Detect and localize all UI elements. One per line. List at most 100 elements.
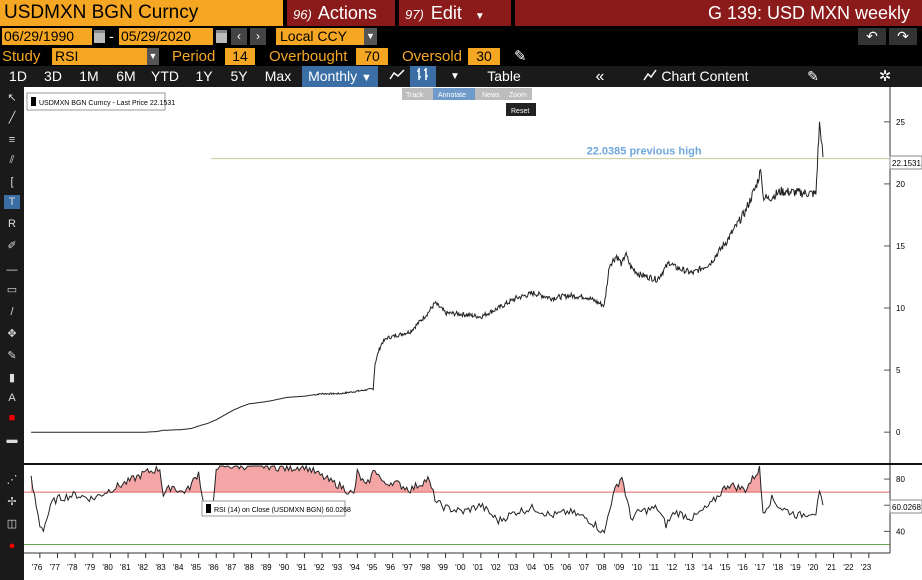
x-tick-label: '82 bbox=[138, 563, 149, 572]
chart-content-button[interactable]: Chart Content bbox=[636, 66, 756, 87]
x-tick-label: '00 bbox=[455, 563, 466, 572]
study-select[interactable]: RSI bbox=[52, 48, 147, 65]
x-tick-label: '23 bbox=[861, 563, 872, 572]
gear-icon[interactable]: ✲ bbox=[878, 68, 892, 85]
chart-content-label: Chart Content bbox=[661, 68, 749, 84]
range-5y[interactable]: 5Y bbox=[230, 68, 248, 84]
study-settings-bar: Study RSI ▼ Period 14 Overbought 70 Over… bbox=[0, 47, 922, 66]
calendar-icon[interactable] bbox=[216, 30, 227, 43]
x-tick-label: '02 bbox=[490, 563, 501, 572]
range-1m[interactable]: 1M bbox=[79, 68, 99, 84]
fibonacci-icon[interactable]: ≡ bbox=[8, 134, 16, 146]
next-arrow-icon[interactable]: › bbox=[250, 28, 266, 45]
popup-zoom[interactable]: Zoom bbox=[509, 92, 527, 99]
rsi-legend-text: RSI (14) on Close (USDMXN BGN) 60.0268 bbox=[214, 507, 351, 514]
eraser-icon[interactable]: ✎ bbox=[7, 350, 17, 362]
annotate-icon[interactable]: R bbox=[8, 218, 16, 230]
delete-icon[interactable]: ▮ bbox=[8, 372, 16, 384]
line-chart-icon[interactable] bbox=[384, 66, 410, 87]
range-6m[interactable]: 6M bbox=[116, 68, 136, 84]
chevron-down-icon[interactable]: ▼ bbox=[450, 71, 460, 82]
actions-label: Actions bbox=[317, 3, 377, 23]
last-price-box bbox=[889, 155, 922, 170]
page-title: G 139: USD MXN weekly bbox=[515, 0, 922, 26]
color-swatch-icon[interactable]: ■ bbox=[8, 412, 16, 424]
end-date-input[interactable]: 05/29/2020 bbox=[119, 28, 213, 45]
channel-icon[interactable]: ⫽ bbox=[9, 154, 15, 166]
table-button[interactable]: Table bbox=[487, 68, 521, 84]
overbought-input[interactable]: 70 bbox=[356, 48, 388, 65]
calendar-icon[interactable] bbox=[94, 30, 105, 43]
chart-svg[interactable]: 22.0385 previous high 0 5 10 15 20 25 22.1531… bbox=[24, 87, 922, 580]
reset-label[interactable]: Reset bbox=[511, 108, 529, 115]
brush-icon[interactable]: / bbox=[10, 306, 14, 318]
x-tick-label: '90 bbox=[279, 563, 290, 572]
bar-chart-icon[interactable] bbox=[410, 66, 436, 87]
rsi-y-tick-label: 40 bbox=[896, 527, 905, 536]
last-price-label: 22.1531 bbox=[892, 159, 921, 168]
rsi-panel: 406080 60.0268 RSI (14) on Close (USDMXN… bbox=[24, 464, 922, 553]
chevron-down-icon: ▼ bbox=[361, 72, 372, 84]
ticker-field[interactable]: USDMXN BGN Curncy bbox=[0, 0, 283, 26]
node-edit-icon[interactable]: ✢ bbox=[7, 496, 17, 508]
frequency-select[interactable]: Monthly ▼ bbox=[302, 66, 378, 87]
x-tick-label: '03 bbox=[508, 563, 519, 572]
undo-icon[interactable]: ↶ bbox=[858, 28, 886, 45]
range-3d[interactable]: 3D bbox=[44, 68, 62, 84]
font-icon[interactable]: A bbox=[8, 392, 16, 404]
bracket-icon[interactable]: [ bbox=[10, 176, 14, 188]
currency-select[interactable]: Local CCY bbox=[276, 28, 364, 45]
edit-menu-button[interactable]: 97) Edit ▼ bbox=[399, 0, 511, 26]
previous-arrow-icon[interactable]: ‹ bbox=[231, 28, 247, 45]
popup-news[interactable]: News bbox=[482, 92, 500, 99]
x-tick-label: '96 bbox=[385, 563, 396, 572]
actions-menu-button[interactable]: 96) Actions ▼ bbox=[287, 0, 395, 50]
range-ytd[interactable]: YTD bbox=[151, 68, 179, 84]
title-bar: USDMXN BGN Curncy 96) Actions ▼ 97) Edit… bbox=[0, 0, 922, 50]
popup-annotate[interactable]: Annotate bbox=[438, 92, 466, 99]
reset-button[interactable] bbox=[506, 103, 536, 116]
x-tick-label: '05 bbox=[543, 563, 554, 572]
text-tool-icon[interactable]: T bbox=[4, 195, 20, 209]
x-tick-label: '21 bbox=[826, 563, 837, 572]
chart-panel[interactable]: 22.0385 previous high 0 5 10 15 20 25 22.1531… bbox=[24, 87, 922, 580]
panel-divider bbox=[24, 463, 922, 465]
edit-chart-icon[interactable]: ✎ bbox=[807, 68, 819, 84]
rsi-series-line bbox=[30, 464, 824, 534]
rectangle-icon[interactable]: ▭ bbox=[6, 284, 18, 296]
study-label: Study bbox=[2, 48, 41, 65]
oversold-input[interactable]: 30 bbox=[468, 48, 500, 65]
move-icon[interactable]: ✥ bbox=[7, 328, 17, 340]
chevron-down-icon[interactable]: ▼ bbox=[147, 48, 159, 65]
rsi-last-box bbox=[889, 499, 922, 514]
cursor-icon[interactable]: ↖ bbox=[7, 92, 17, 104]
price-y-tick-label: 0 bbox=[896, 428, 901, 437]
frequency-label: Monthly bbox=[308, 68, 358, 84]
node-delete-icon[interactable]: ◫ bbox=[6, 518, 18, 530]
price-y-tick-label: 25 bbox=[896, 118, 905, 127]
x-tick-label: '22 bbox=[843, 563, 854, 572]
trendline-icon[interactable]: ╱ bbox=[8, 112, 16, 124]
node-icon[interactable]: ⋰ bbox=[6, 474, 18, 486]
collapse-icon[interactable]: « bbox=[595, 68, 605, 85]
x-tick-label: '77 bbox=[50, 563, 61, 572]
x-tick-label: '95 bbox=[367, 563, 378, 572]
range-1d[interactable]: 1D bbox=[9, 68, 27, 84]
period-label: Period bbox=[172, 48, 216, 65]
period-input[interactable]: 14 bbox=[225, 48, 255, 65]
range-max[interactable]: Max bbox=[264, 68, 292, 84]
annotate-active-bg bbox=[433, 88, 475, 100]
chevron-down-icon[interactable]: ▼ bbox=[364, 28, 377, 45]
horizontal-line-icon[interactable]: — bbox=[6, 264, 18, 276]
start-date-input[interactable]: 06/29/1990 bbox=[2, 28, 92, 45]
overbought-label: Overbought bbox=[269, 48, 348, 65]
edit-shortcut: 97) bbox=[405, 7, 424, 22]
pen-icon[interactable]: ✐ bbox=[7, 240, 17, 252]
redo-icon[interactable]: ↷ bbox=[889, 28, 917, 45]
pencil-icon[interactable]: ✎ bbox=[514, 48, 527, 65]
palette-icon[interactable]: ● bbox=[8, 540, 16, 552]
x-tick-label: '08 bbox=[596, 563, 607, 572]
style-icon[interactable]: ▬ bbox=[6, 434, 18, 446]
range-1y[interactable]: 1Y bbox=[195, 68, 213, 84]
popup-track[interactable]: Track bbox=[406, 92, 424, 99]
